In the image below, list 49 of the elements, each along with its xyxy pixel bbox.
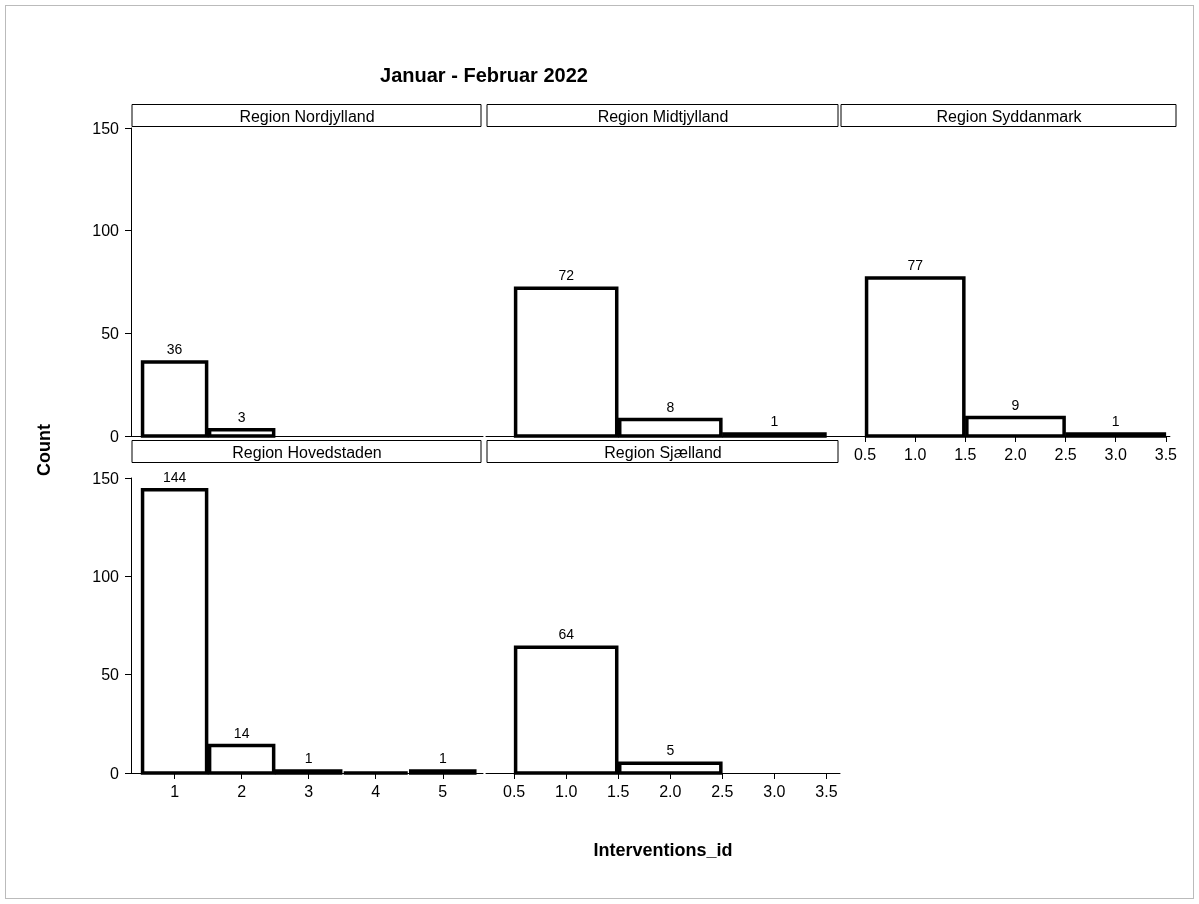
data-label: 5: [666, 742, 675, 759]
data-label: 1: [770, 413, 779, 430]
x-tick-label: 0.5: [853, 445, 877, 463]
x-tick-label: 3: [304, 782, 314, 800]
data-label: 3: [237, 409, 246, 426]
data-label: 14: [233, 724, 250, 741]
x-tick-label: 1.0: [555, 782, 578, 800]
y-tick-label: 50: [101, 666, 120, 684]
y-tick-label: 0: [110, 427, 120, 445]
x-tick-label: 1.5: [954, 445, 977, 463]
y-tick-label: 100: [92, 567, 120, 585]
x-tick-label: 1.0: [904, 445, 927, 463]
data-label: 1: [1111, 413, 1120, 430]
chart-title: Region Syddanmark: [936, 107, 1083, 125]
data-label: 144: [162, 469, 187, 486]
x-tick-label: 4: [371, 782, 381, 800]
x-tick-label: 3.0: [1104, 445, 1127, 463]
x-tick-label: 2.5: [1054, 445, 1077, 463]
x-tick-label: 2.0: [659, 782, 682, 800]
x-tick-label: 5: [438, 782, 448, 800]
y-tick-label: 100: [92, 222, 120, 240]
chart-title: Region Hovedstaden: [232, 443, 382, 461]
data-label: 72: [558, 267, 575, 284]
y-tick-label: 150: [92, 469, 120, 487]
y-axis-title: Count: [33, 424, 55, 476]
x-tick-label: 1.5: [607, 782, 630, 800]
chart-title: Region Nordjylland: [239, 107, 375, 125]
data-label: 64: [558, 626, 575, 643]
y-tick-label: 0: [110, 764, 120, 782]
y-tick-label: 50: [101, 324, 120, 342]
data-label: 8: [666, 398, 675, 415]
x-axis-title: Interventions_id: [593, 840, 733, 861]
chart-title: Region Midtjylland: [597, 107, 729, 125]
data-label: 36: [166, 341, 183, 358]
x-tick-label: 0.5: [502, 782, 526, 800]
x-tick-label: 3.5: [815, 782, 838, 800]
data-label: 9: [1011, 396, 1020, 413]
text: Januar - Februar 2022: [380, 64, 588, 87]
x-tick-label: 3.0: [763, 782, 786, 800]
data-label: 1: [438, 750, 447, 767]
x-tick-label: 3.5: [1154, 445, 1178, 463]
y-tick-label: 150: [92, 119, 120, 137]
data-label: 77: [907, 257, 924, 274]
x-tick-label: 2: [237, 782, 247, 800]
x-tick-label: 2.5: [711, 782, 734, 800]
x-tick-label: 2.0: [1004, 445, 1027, 463]
x-tick-label: 1: [170, 782, 180, 800]
chart-title: Region Sjælland: [604, 443, 722, 461]
data-label: 1: [304, 750, 313, 767]
